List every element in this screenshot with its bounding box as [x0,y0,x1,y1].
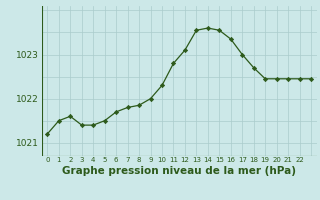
X-axis label: Graphe pression niveau de la mer (hPa): Graphe pression niveau de la mer (hPa) [62,166,296,176]
